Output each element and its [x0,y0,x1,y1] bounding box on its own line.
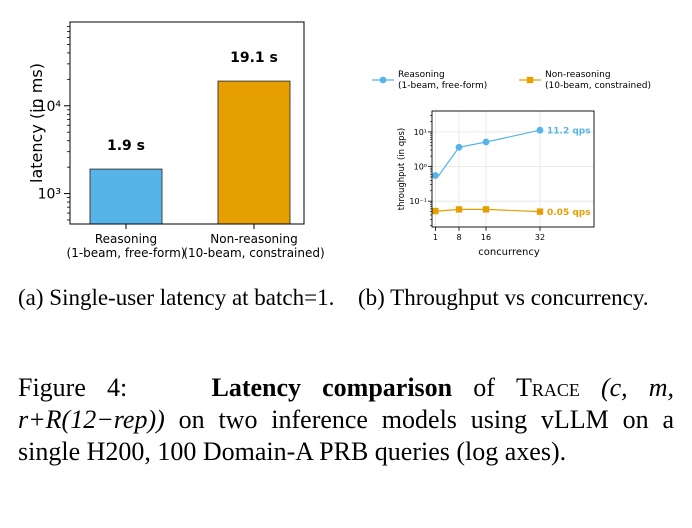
y-tick-label: 10¹ [414,128,427,137]
x-tick-label: 16 [481,233,491,242]
legend-marker [526,76,534,84]
system-name: Trace [516,373,580,402]
bar-reasoning [89,168,163,225]
formula: (c, m, r+R(12−rep)) [18,373,675,434]
x-tick-label: Non-reasoning (10-beam, constrained) [183,232,324,260]
x-axis-label: concurrency [478,247,540,258]
y-tick-label: 10⁴ [38,99,62,115]
axes-frame-a [69,21,305,225]
figure-caption: Figure 4: Latency comparison of Trace (c… [18,372,674,468]
x-tick-label: 32 [535,233,545,242]
data-point [455,143,463,151]
data-point [432,207,439,215]
y-axis-label: throughput (in qps) [397,128,407,211]
figure-caption-bold: Latency comparison [211,373,453,402]
bar-data-label: 1.9 s [107,138,145,154]
data-point [536,208,544,215]
axes-frame-b [431,110,595,228]
bar-data-label: 19.1 s [230,50,278,66]
figure-caption-rest: on two inference models using vLLM on a … [18,405,675,466]
caption-a: (a) Single-user latency at batch=1. [18,285,335,310]
end-value-label: 11.2 qps [547,127,591,137]
x-tick-label: 1 [433,233,438,242]
data-point [431,172,439,179]
x-tick-label: 8 [456,233,461,242]
data-point [455,206,463,213]
figure-caption-mid: of [473,373,495,402]
x-tick-label: Reasoning (1-beam, free-form) [67,232,186,260]
bar-non-reasoning [217,80,291,225]
end-value-label: 0.05 qps [547,208,591,218]
y-axis-label: latency (in ms) [27,63,46,183]
figure-number: Figure 4: [18,373,128,402]
figure-charts: 10³ 10⁴ 1.9 s Reasoning (1-beam, free-form) 1… [27,21,651,260]
data-point [482,206,490,213]
y-tick-label: 10⁻¹ [409,197,427,206]
caption-b: (b) Throughput vs concurrency. [358,285,649,310]
y-tick-label: 10⁰ [414,163,427,172]
series-line-reasoning [435,129,541,177]
data-point [482,138,490,146]
data-point [536,126,544,134]
y-tick-label: 10³ [38,187,61,203]
legend-label: Non-reasoning (10-beam, constrained) [545,70,651,91]
legend-label: Reasoning (1-beam, free-form) [398,70,487,91]
legend-marker [379,76,387,84]
